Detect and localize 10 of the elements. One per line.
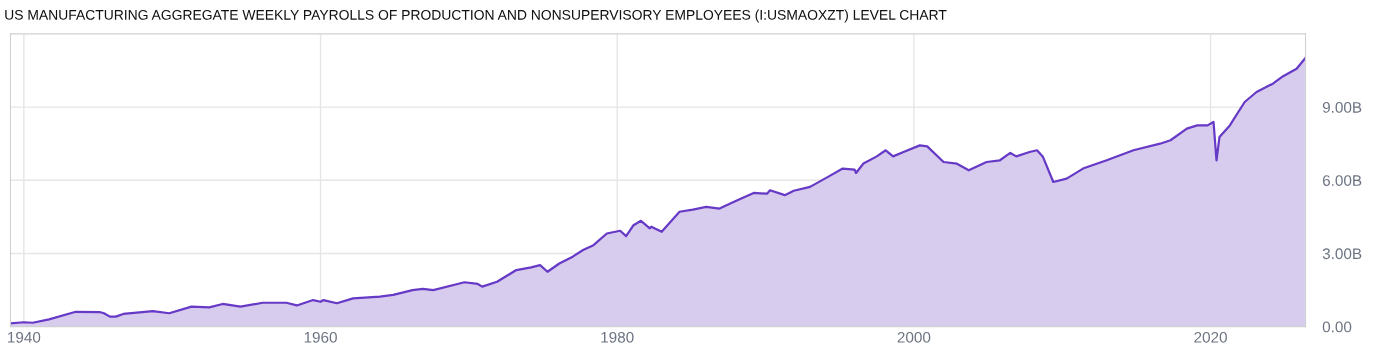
- y-tick-label: 6.00B: [1322, 175, 1362, 186]
- x-tick-label: 2020: [1194, 331, 1227, 343]
- y-tick-label: 9.00B: [1322, 101, 1362, 113]
- y-tick-label: 0.00: [1322, 321, 1352, 333]
- x-tick-label: 1980: [601, 331, 634, 343]
- chart-title: US MANUFACTURING AGGREGATE WEEKLY PAYROLLS OF PRODUCTION AND NONSUPERVISORY EMPLOYEES (I:USMAOXZT) LEVEL CHART: [5, 9, 947, 23]
- y-tick-label: 3.00B: [1322, 248, 1362, 260]
- x-tick-label: 2000: [897, 331, 931, 343]
- x-tick-label: 1940: [8, 331, 41, 343]
- x-tick-label: 1960: [304, 331, 337, 343]
